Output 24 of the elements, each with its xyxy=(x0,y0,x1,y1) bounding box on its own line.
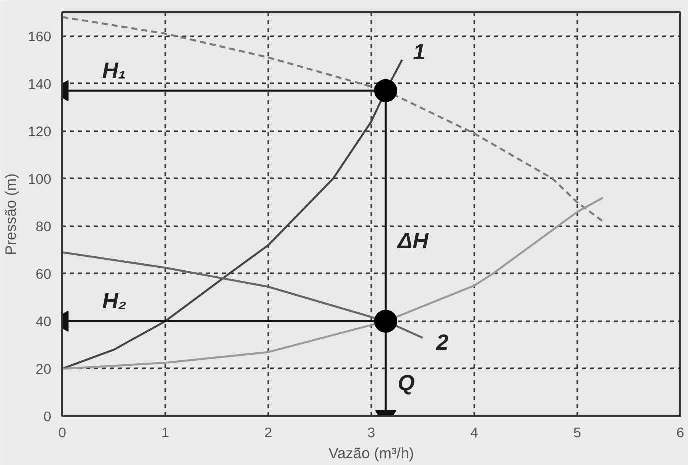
x-tick-label: 5 xyxy=(574,424,582,440)
series-label: 1 xyxy=(413,39,426,64)
y-tick-label: 0 xyxy=(44,408,52,424)
y-tick-label: 160 xyxy=(28,28,52,44)
x-tick-label: 0 xyxy=(58,424,67,440)
x-tick-label: 2 xyxy=(264,424,273,440)
y-tick-label: 100 xyxy=(28,170,52,187)
y-tick-label: 60 xyxy=(36,266,52,282)
x-axis-title: Vazão (m³/h) xyxy=(328,446,414,462)
x-tick-label: 4 xyxy=(470,424,479,440)
y-axis-title: Pressão (m) xyxy=(3,174,20,256)
series-label: H₂ xyxy=(102,288,127,314)
x-tick-label: 6 xyxy=(676,424,685,440)
series-label: 2 xyxy=(436,330,450,356)
x-tick-label: 1 xyxy=(162,424,170,440)
y-tick-label: 120 xyxy=(28,123,52,140)
x-tick-label: 3 xyxy=(368,424,376,440)
y-tick-label: 80 xyxy=(36,218,52,234)
y-tick-label: 20 xyxy=(36,360,52,377)
y-tick-label: 140 xyxy=(28,76,52,92)
y-tick-label: 40 xyxy=(36,313,52,330)
series-label: ΔH xyxy=(396,228,430,254)
series-label: Q xyxy=(398,370,416,396)
series-label: H₁ xyxy=(102,58,126,83)
